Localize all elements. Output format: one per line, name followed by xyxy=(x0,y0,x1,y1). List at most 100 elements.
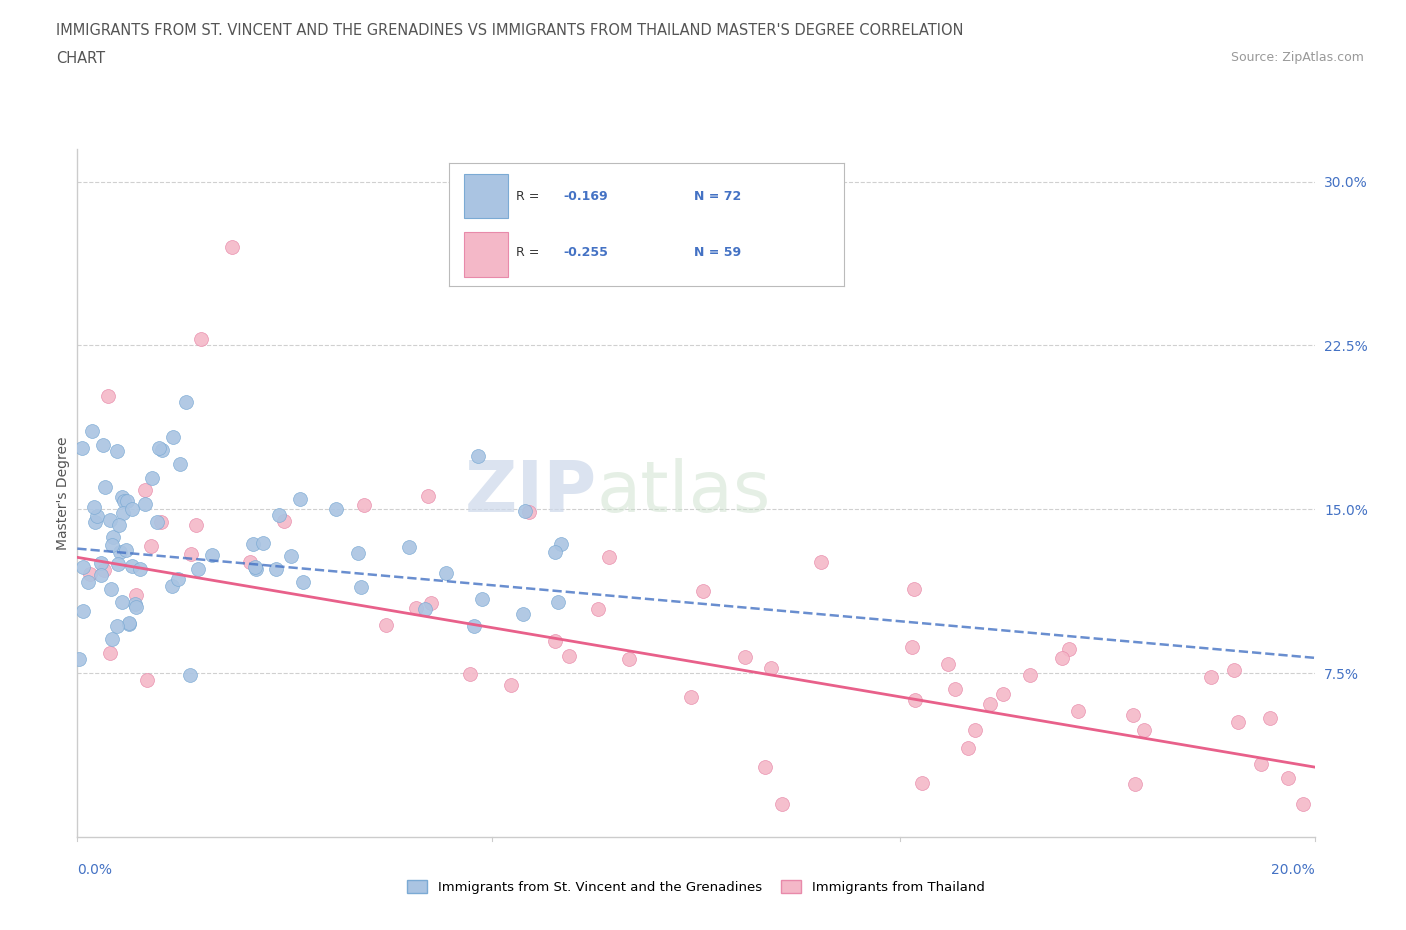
Point xyxy=(943,682,966,697)
Point xyxy=(141,471,163,485)
Point xyxy=(264,562,287,577)
Point xyxy=(118,616,141,631)
Point xyxy=(349,579,371,594)
Point xyxy=(963,723,986,737)
Point xyxy=(121,558,143,573)
Point xyxy=(1223,663,1246,678)
Point xyxy=(598,550,620,565)
Point xyxy=(125,599,148,614)
Point xyxy=(471,591,494,606)
Point xyxy=(810,554,832,569)
Text: atlas: atlas xyxy=(598,458,772,527)
Point xyxy=(273,513,295,528)
Point xyxy=(112,494,135,509)
Point xyxy=(517,505,540,520)
Point xyxy=(619,652,641,667)
Point xyxy=(957,741,980,756)
Point xyxy=(1122,708,1144,723)
Point xyxy=(129,562,152,577)
Text: 0.0%: 0.0% xyxy=(77,863,112,877)
Point xyxy=(190,331,212,346)
Point xyxy=(679,690,702,705)
Point xyxy=(166,572,188,587)
Point xyxy=(111,489,134,504)
Point xyxy=(418,488,440,503)
Point xyxy=(67,651,90,666)
Point xyxy=(150,443,173,458)
Text: IMMIGRANTS FROM ST. VINCENT AND THE GRENADINES VS IMMIGRANTS FROM THAILAND MASTE: IMMIGRANTS FROM ST. VINCENT AND THE GREN… xyxy=(56,23,963,38)
Point xyxy=(180,547,202,562)
Point xyxy=(245,560,267,575)
Point xyxy=(114,543,136,558)
Point xyxy=(991,686,1014,701)
Point xyxy=(1227,714,1250,729)
Point xyxy=(162,430,184,445)
Point xyxy=(97,389,120,404)
Point xyxy=(405,600,427,615)
Point xyxy=(134,497,156,512)
Point xyxy=(550,537,572,551)
Point xyxy=(86,509,108,524)
Point xyxy=(1018,668,1040,683)
Point xyxy=(353,498,375,512)
Point xyxy=(1067,703,1090,718)
Point xyxy=(101,538,124,552)
Point xyxy=(413,602,436,617)
Point xyxy=(280,549,302,564)
Point xyxy=(134,483,156,498)
Point xyxy=(515,503,537,518)
Point xyxy=(903,581,925,596)
Point xyxy=(463,618,485,633)
Point xyxy=(146,514,169,529)
Point xyxy=(239,555,262,570)
Point xyxy=(101,530,124,545)
Point xyxy=(201,548,224,563)
Point xyxy=(117,494,139,509)
Point xyxy=(94,480,117,495)
Point xyxy=(288,492,311,507)
Point xyxy=(83,499,105,514)
Point xyxy=(242,537,264,551)
Point xyxy=(91,438,114,453)
Point xyxy=(398,539,420,554)
Point xyxy=(458,666,481,681)
Point xyxy=(221,240,243,255)
Point xyxy=(118,617,141,631)
Point xyxy=(187,562,209,577)
Text: Source: ZipAtlas.com: Source: ZipAtlas.com xyxy=(1230,51,1364,64)
Text: CHART: CHART xyxy=(56,51,105,66)
Point xyxy=(105,444,128,458)
Point xyxy=(979,697,1001,711)
Point xyxy=(1277,771,1299,786)
Point xyxy=(754,760,776,775)
Point xyxy=(467,448,489,463)
Y-axis label: Master's Degree: Master's Degree xyxy=(56,436,70,550)
Point xyxy=(139,538,162,553)
Point xyxy=(79,567,101,582)
Text: 20.0%: 20.0% xyxy=(1271,863,1315,877)
Point xyxy=(111,594,134,609)
Point xyxy=(544,634,567,649)
Text: ZIP: ZIP xyxy=(465,458,598,527)
Point xyxy=(108,544,131,559)
Point xyxy=(107,556,129,571)
Point xyxy=(901,639,924,654)
Point xyxy=(512,606,534,621)
Point xyxy=(135,673,157,688)
Point xyxy=(1260,711,1282,725)
Point xyxy=(292,575,315,590)
Point xyxy=(174,394,197,409)
Point xyxy=(904,692,927,707)
Point xyxy=(544,545,567,560)
Point xyxy=(1133,723,1156,737)
Point xyxy=(93,563,115,578)
Point xyxy=(72,559,94,574)
Point xyxy=(72,604,94,618)
Point xyxy=(150,514,173,529)
Point xyxy=(588,602,610,617)
Point xyxy=(761,660,783,675)
Point xyxy=(1292,797,1315,812)
Point xyxy=(1050,651,1073,666)
Point xyxy=(374,618,396,632)
Point xyxy=(252,536,274,551)
